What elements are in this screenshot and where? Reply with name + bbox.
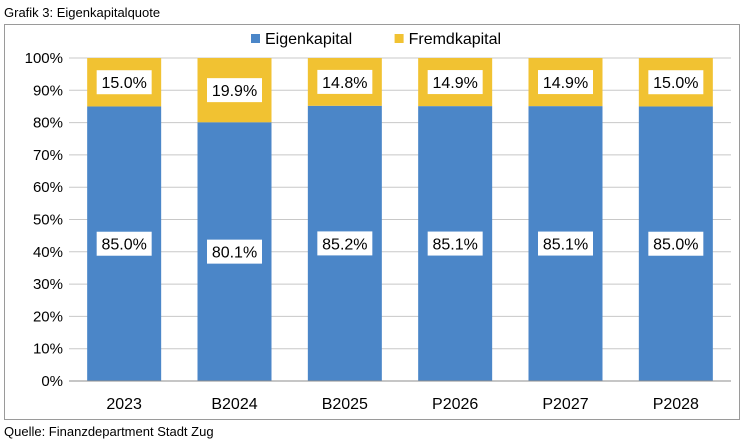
stacked-bar-chart: 0% 10% 20% 30% 40% 50% 60% 70% 80% 90% 100% 85.0% 15… xyxy=(25,31,731,413)
y-tick-label: 70% xyxy=(33,147,63,164)
x-tick-label: P2027 xyxy=(542,396,588,413)
data-label-box xyxy=(96,70,152,95)
x-tick-label: P2028 xyxy=(653,396,699,413)
chart-frame: 0% 10% 20% 30% 40% 50% 60% 70% 80% 90% 100% 85.0% 15… xyxy=(4,24,740,420)
chart-caption-title: Grafik 3: Eigenkapitalquote xyxy=(4,5,161,20)
chart-caption-source: Quelle: Finanzdepartment Stadt Zug xyxy=(4,424,214,439)
data-label: 19.9% xyxy=(212,83,257,100)
data-label: 15.0% xyxy=(653,75,698,92)
data-label: 14.8% xyxy=(322,75,367,92)
data-label: 85.0% xyxy=(653,237,698,254)
data-label: 14.9% xyxy=(432,75,477,92)
data-label: 85.1% xyxy=(543,237,588,254)
y-tick-label: 100% xyxy=(25,50,63,67)
data-label-box xyxy=(207,78,262,103)
data-label-box xyxy=(317,69,373,94)
data-label-box xyxy=(538,70,593,95)
x-tick-label: 2023 xyxy=(106,396,142,413)
data-label: 15.0% xyxy=(101,75,146,92)
y-tick-label: 60% xyxy=(33,179,63,196)
y-tick-label: 30% xyxy=(33,276,63,293)
y-tick-label: 40% xyxy=(33,244,63,261)
y-tick-label: 80% xyxy=(33,115,63,132)
y-tick-label: 20% xyxy=(33,308,63,325)
data-label: 85.0% xyxy=(101,237,146,254)
legend-swatch-eigenkapital xyxy=(251,34,260,43)
y-tick-label: 50% xyxy=(33,212,63,229)
data-label-box xyxy=(648,70,704,95)
data-label: 80.1% xyxy=(212,245,257,262)
x-tick-label: B2025 xyxy=(322,396,368,413)
y-tick-label: 90% xyxy=(33,82,63,99)
y-tick-label: 0% xyxy=(41,373,63,390)
data-label-box xyxy=(538,231,593,256)
data-label: 14.9% xyxy=(543,75,588,92)
x-tick-label: P2026 xyxy=(432,396,478,413)
data-label: 85.2% xyxy=(322,236,367,253)
y-tick-label: 10% xyxy=(33,341,63,358)
data-label-box xyxy=(207,239,262,264)
data-label-box xyxy=(427,70,483,95)
legend-swatch-fremdkapital xyxy=(394,34,404,43)
legend-label-fremdkapital: Fremdkapital xyxy=(409,31,501,48)
data-label-box xyxy=(317,231,373,256)
data-label-box xyxy=(96,231,152,256)
x-tick-label: B2024 xyxy=(211,396,257,413)
data-label-box xyxy=(427,231,483,256)
data-label: 85.1% xyxy=(432,237,477,254)
data-label-box xyxy=(648,231,704,256)
legend-label-eigenkapital: Eigenkapital xyxy=(265,31,352,48)
